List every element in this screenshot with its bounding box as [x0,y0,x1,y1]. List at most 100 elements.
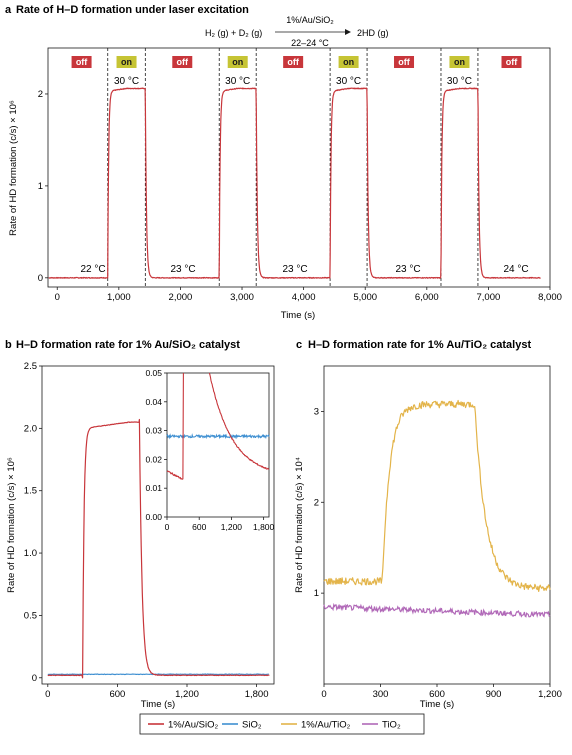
panel-c-x-tick-label: 0 [321,689,326,700]
on-temp-label: 30 °C [114,76,139,87]
panel-a-x-tick-label: 4,000 [292,292,316,303]
panel-b-inset-x-tick-label: 600 [192,522,206,532]
panel-b-inset-y-tick-label: 0.03 [145,426,162,436]
panel-b-inset-x-tick-label: 1,200 [221,522,243,532]
panel-a-laser-guides [107,48,479,287]
panel-c-letter: c [296,339,302,351]
reaction-equation: H₂ (g) + D₂ (g) 1%/Au/SiO₂ 22–24 °C 2HD … [205,15,389,48]
panel-a-letter: a [5,4,12,16]
panel-b-x-label: Time (s) [141,699,175,710]
reaction-reactants: H₂ (g) + D₂ (g) [205,28,262,38]
panel-c-x-tick-label: 900 [486,689,502,700]
off-badge: off [394,56,415,68]
panel-c-x-tick-label: 300 [373,689,389,700]
panel-a-y-tick-label: 0 [38,273,43,284]
panel-c-x-tick-label: 600 [429,689,445,700]
panel-a-x-ticks: 0 1,000 2,000 3,000 4,000 5,000 6,000 7,000 8,00… [55,287,562,303]
panel-b-y-ticks: 0 0.5 1.0 1.5 2.0 2.5 [24,361,42,684]
panel-a-y-label: Rate of HD formation (c/s) × 10⁶ [8,100,19,236]
panel-b-x-tick-label: 600 [109,689,125,700]
on-badge-label: on [232,57,243,67]
temp-label-2: 23 °C [282,264,307,275]
reaction-catalyst: 1%/Au/SiO₂ [286,15,334,25]
panel-a-x-tick-label: 1,000 [107,292,131,303]
panel-c-series-au-tio2 [323,399,551,592]
legend-item: TiO₂ [362,720,401,731]
panel-b-inset-y-tick-label: 0.02 [145,454,162,464]
panel-b-x-tick-label: 1,800 [245,689,269,700]
off-badge: off [172,56,193,68]
temp-label-3: 23 °C [395,264,420,275]
off-badge-label: off [287,57,299,67]
legend-item: 1%/Au/SiO₂ [148,720,218,731]
panel-b-inset-y-tick-label: 0.04 [145,397,162,407]
temp-label-1: 23 °C [170,264,195,275]
off-badge-bg [172,56,193,68]
panel-a-x-tick-label: 6,000 [415,292,439,303]
on-temp-label: 30 °C [336,76,361,87]
panel-b-inset-frame [166,372,270,518]
on-badge-label: on [343,57,354,67]
legend-item: SiO₂ [222,720,262,731]
panel-b-letter: b [5,339,12,351]
on-badge: on [116,56,137,68]
panel-a-series-au-sio2 [48,87,541,279]
panel-b-inset-x-tick-label: 1,800 [253,522,275,532]
panel-b-inset-x-ticks: 0 600 1,200 1,800 [165,517,275,532]
panel-b-inset-y-tick-label: 0.00 [145,512,162,522]
panel-a-x-tick-label: 2,000 [169,292,193,303]
panel-b-inset-y-tick-label: 0.05 [145,368,162,378]
on-badge-label: on [121,57,132,67]
off-badge: off [283,56,304,68]
legend-items: 1%/Au/SiO₂ SiO₂ 1%/Au/TiO₂ TiO₂ [148,720,401,731]
on-badge: on [449,56,470,68]
panel-a-y-ticks: 0 1 2 [38,89,48,284]
panel-b-inset-x-tick-label: 0 [165,522,170,532]
on-badge-bg [116,56,137,68]
panel-b-y-tick-label: 0.5 [24,610,37,621]
on-badge-bg [449,56,470,68]
panel-b-x-ticks: 0 600 1,200 1,800 [45,684,268,700]
panel-b-inset-y-ticks: 0.00 0.01 0.02 0.03 0.04 0.05 [145,368,167,522]
panel-c-y-label: Rate of HD formation (c/s) × 10⁴ [294,457,305,593]
on-badge-bg [338,56,359,68]
panel-a-x-tick-label: 8,000 [538,292,562,303]
panel-b-x-tick-label: 1,200 [175,689,199,700]
temp-label-4: 24 °C [503,264,528,275]
panel-a-x-tick-label: 3,000 [230,292,254,303]
off-badge: off [71,56,92,68]
off-badge-bg [283,56,304,68]
legend-label: 1%/Au/TiO₂ [301,720,351,731]
panel-b-title: H–D formation rate for 1% Au/SiO₂ cataly… [16,339,240,351]
panel-a-x-tick-label: 0 [55,292,60,303]
panel-a-plot-frame [47,47,551,288]
panel-b-x-tick-label: 0 [45,689,50,700]
panel-a-badges: off off off off off on 30 °C on 30 °C on 30 °C on 30… [71,56,522,87]
off-badge-label: off [506,57,518,67]
off-badge-bg [71,56,92,68]
temp-label-0: 22 °C [80,264,105,275]
panel-b-y-label: Rate of HD formation (c/s) × 10⁶ [6,457,17,593]
panel-b-series-au-sio2 [47,418,270,679]
legend-label: 1%/Au/SiO₂ [168,720,218,731]
panel-b-y-tick-label: 2.0 [24,423,37,434]
on-temp-label: 30 °C [447,76,472,87]
legend-label: SiO₂ [242,720,262,731]
panel-a-x-tick-label: 5,000 [353,292,377,303]
panel-b-series-sio2 [47,673,269,676]
panel-c-title: H–D formation rate for 1% Au/TiO₂ cataly… [308,339,531,351]
off-badge-label: off [177,57,189,67]
panel-b-inset-y-tick-label: 0.01 [145,483,162,493]
panel-c-x-label: Time (s) [420,699,454,710]
panel-a-y-tick-label: 1 [38,181,43,192]
panel-b-plot-frame [41,365,275,685]
off-badge: off [501,56,522,68]
panel-c-y-tick-label: 2 [314,497,319,508]
panel-a-title: Rate of H–D formation under laser excita… [16,4,249,16]
on-badge: on [227,56,248,68]
on-temp-label: 30 °C [225,76,250,87]
panel-a: a Rate of H–D formation under laser exci… [5,4,562,321]
panel-c-y-tick-label: 3 [314,406,319,417]
panel-a-x-label: Time (s) [281,310,315,321]
